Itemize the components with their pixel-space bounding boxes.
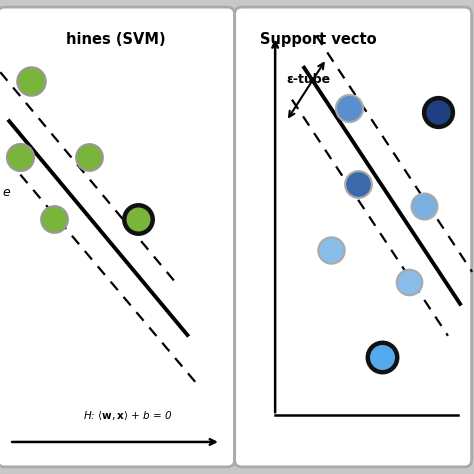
Point — [27, 77, 35, 85]
Point — [434, 109, 442, 116]
Point — [17, 153, 24, 161]
Point — [135, 215, 142, 223]
Text: e: e — [2, 186, 10, 199]
Point — [405, 278, 412, 285]
Point — [86, 153, 93, 161]
Point — [345, 104, 353, 111]
Text: H: $\langle\mathbf{w},\mathbf{x}\rangle$ + b = 0: H: $\langle\mathbf{w},\mathbf{x}\rangle$… — [82, 409, 172, 422]
Text: hines (SVM): hines (SVM) — [66, 32, 166, 47]
Text: Support vecto: Support vecto — [260, 32, 376, 47]
Point — [354, 180, 361, 187]
Point — [378, 354, 386, 361]
Text: ε-tube: ε-tube — [286, 73, 330, 85]
Point — [420, 202, 428, 210]
Point — [50, 215, 57, 223]
Point — [327, 246, 335, 254]
